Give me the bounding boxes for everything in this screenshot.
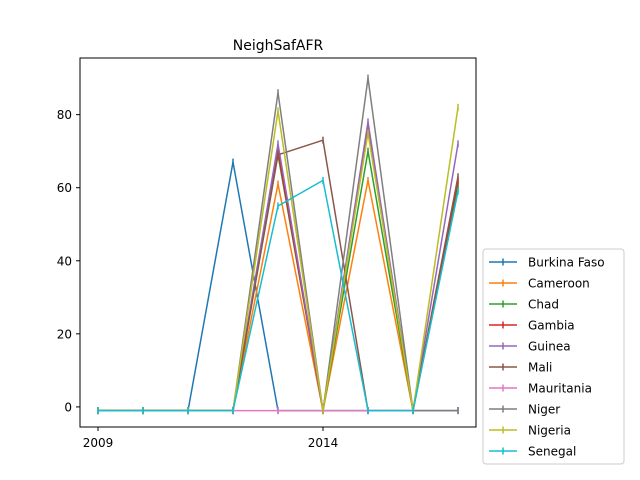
legend-item-burkina-faso: Burkina Faso	[489, 256, 605, 270]
legend-item-nigeria: Nigeria	[489, 424, 571, 438]
y-tick-label: 20	[57, 327, 72, 341]
y-tick-label: 60	[57, 181, 72, 195]
y-tick-label: 0	[64, 400, 72, 414]
series-line-senegal	[98, 179, 459, 412]
series-line-chad	[98, 150, 459, 412]
axis-ticks: 2009 2014 0 20 40 60 80	[57, 108, 339, 450]
legend-label: Cameroon	[528, 277, 590, 291]
y-tick-label: 80	[57, 108, 72, 122]
legend-label: Nigeria	[528, 424, 571, 438]
legend-item-cameroon: Cameroon	[489, 277, 590, 291]
chart-title: NeighSafAFR	[233, 38, 324, 54]
legend-item-guinea: Guinea	[489, 340, 571, 354]
series-line-burkina-faso	[98, 161, 458, 412]
legend-item-senegal: Senegal	[489, 445, 576, 459]
x-tick-label: 2009	[83, 436, 114, 450]
legend-item-chad: Chad	[489, 298, 559, 312]
series-cameroon	[97, 176, 459, 415]
legend-label: Chad	[528, 298, 559, 312]
series-guinea	[97, 118, 459, 415]
legend-label: Burkina Faso	[528, 256, 605, 270]
legend-label: Niger	[528, 403, 560, 417]
plot-frame	[79, 57, 477, 428]
series-gambia	[97, 125, 459, 415]
legend-item-mali: Mali	[489, 361, 552, 375]
x-tick-label: 2014	[308, 436, 339, 450]
series-burkina-faso	[97, 158, 459, 415]
legend-item-niger: Niger	[489, 403, 560, 417]
series-mali	[97, 136, 459, 415]
legend-item-mauritania: Mauritania	[489, 382, 592, 396]
series-senegal	[97, 176, 459, 415]
legend-label: Gambia	[528, 319, 575, 333]
legend-label: Mali	[528, 361, 552, 375]
legend: Burkina Faso Cameroon Chad Gambia Guinea Mali…	[482, 248, 625, 465]
plot-series	[97, 74, 459, 415]
legend-label: Guinea	[528, 340, 571, 354]
legend-label: Senegal	[528, 445, 576, 459]
y-tick-label: 40	[57, 254, 72, 268]
series-line-cameroon	[98, 179, 459, 412]
legend-box	[482, 248, 625, 465]
legend-item-gambia: Gambia	[489, 319, 575, 333]
legend-label: Mauritania	[528, 382, 592, 396]
